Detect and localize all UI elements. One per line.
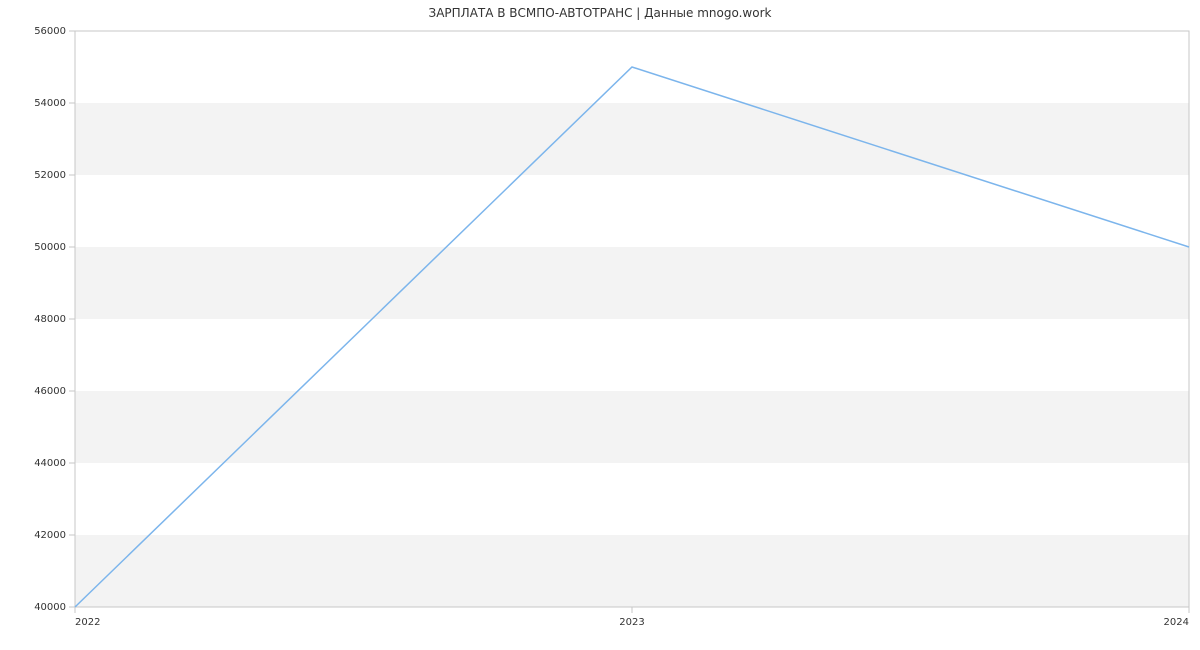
grid-band bbox=[75, 175, 1189, 247]
grid-band bbox=[75, 535, 1189, 607]
y-tick-label: 40000 bbox=[34, 602, 66, 613]
chart-svg: 40000 42000 44000 46000 48000 50000 52000 54000… bbox=[0, 0, 1200, 650]
grid-band bbox=[75, 103, 1189, 175]
x-tick-label: 2023 bbox=[619, 617, 644, 628]
y-tick-label: 54000 bbox=[34, 98, 66, 109]
y-tick-label: 52000 bbox=[34, 170, 66, 181]
x-tick-label: 2024 bbox=[1164, 617, 1189, 628]
y-tick-label: 56000 bbox=[34, 26, 66, 37]
y-tick-label: 50000 bbox=[34, 242, 66, 253]
y-tick-label: 48000 bbox=[34, 314, 66, 325]
grid-band bbox=[75, 391, 1189, 463]
grid-band bbox=[75, 319, 1189, 391]
chart-title: ЗАРПЛАТА В ВСМПО-АВТОТРАНС | Данные mnog… bbox=[0, 6, 1200, 20]
y-tick-label: 42000 bbox=[34, 530, 66, 541]
y-tick-label: 44000 bbox=[34, 458, 66, 469]
grid-band bbox=[75, 463, 1189, 535]
salary-line-chart: ЗАРПЛАТА В ВСМПО-АВТОТРАНС | Данные mnog… bbox=[0, 0, 1200, 650]
grid-band bbox=[75, 247, 1189, 319]
y-tick-label: 46000 bbox=[34, 386, 66, 397]
x-tick-label: 2022 bbox=[75, 617, 100, 628]
